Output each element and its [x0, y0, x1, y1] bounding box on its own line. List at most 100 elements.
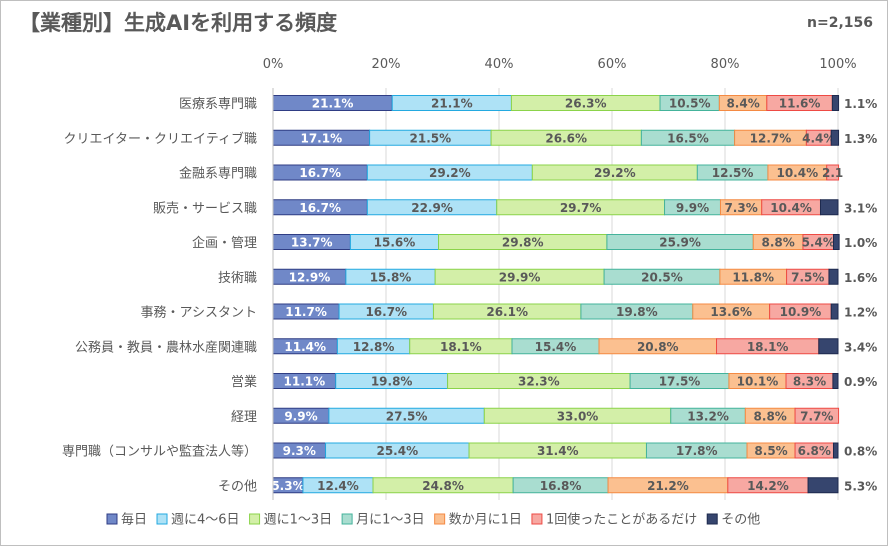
data-label: 11.6%	[779, 97, 821, 111]
data-label: 27.5%	[386, 409, 428, 423]
data-label: 29.9%	[499, 270, 541, 284]
data-label: 8.3%	[793, 375, 826, 389]
data-label: 8.8%	[761, 236, 794, 250]
bar-segment	[831, 95, 840, 111]
data-label: 11.4%	[284, 340, 326, 354]
legend-label: その他	[721, 513, 760, 528]
data-label: 15.4%	[535, 340, 577, 354]
data-label: 13.2%	[687, 409, 729, 423]
category-label: 技術職	[218, 271, 257, 286]
x-tick-label: 60%	[598, 57, 627, 72]
data-label: 2.1	[822, 166, 843, 180]
legend-label: 週に1〜3日	[264, 513, 333, 528]
legend-label: 月に1〜3日	[356, 513, 425, 528]
data-label: 18.1%	[440, 340, 482, 354]
bar-segment	[832, 373, 839, 389]
category-label: 営業	[231, 374, 257, 390]
data-label: 8.8%	[754, 409, 787, 423]
x-tick-label: 0%	[263, 57, 284, 72]
data-label: 15.6%	[374, 236, 416, 250]
bar-segment	[826, 164, 840, 181]
category-label: 販売・サービス職	[153, 200, 257, 216]
data-label: 25.4%	[376, 444, 418, 458]
legend-label: 1回使ったことがあるだけ	[546, 512, 697, 528]
data-label: 11.1%	[284, 375, 326, 389]
data-label: 13.6%	[710, 305, 752, 319]
data-label: 17.8%	[676, 444, 718, 458]
data-label: 29.2%	[594, 166, 636, 180]
x-tick-label: 40%	[485, 57, 514, 72]
data-label: 26.6%	[545, 131, 587, 145]
data-label: 16.5%	[667, 131, 709, 145]
data-label: 16.7%	[299, 166, 341, 180]
data-label: 33.0%	[557, 409, 599, 423]
data-label: 29.7%	[560, 201, 602, 215]
data-label: 16.7%	[299, 201, 341, 215]
legend-swatch	[106, 513, 118, 525]
data-label: 16.7%	[365, 305, 407, 319]
bar-segment	[832, 442, 839, 459]
bar-segment	[818, 338, 839, 355]
category-label: 経理	[231, 410, 257, 425]
data-label: 20.5%	[641, 270, 683, 284]
data-label: 1.3%	[844, 132, 877, 146]
data-label: 32.3%	[518, 375, 560, 389]
data-label: 21.5%	[410, 131, 452, 145]
data-label: 11.7%	[285, 305, 327, 319]
data-label: 21.1%	[431, 97, 473, 111]
data-label: 24.8%	[422, 479, 464, 493]
bar-segment	[794, 407, 840, 424]
data-label: 9.9%	[676, 201, 709, 215]
data-label: 0.9%	[844, 375, 877, 389]
category-label: 医療系専門職	[179, 97, 257, 112]
data-label: 18.1%	[747, 340, 789, 354]
legend-swatch	[531, 513, 543, 525]
data-label: 5.3%	[844, 479, 877, 493]
data-label: 9.9%	[284, 409, 317, 423]
category-label: 公務員・教員・農林水産関連職	[75, 339, 257, 355]
legend-swatch	[706, 513, 718, 525]
data-label: 5.3%	[271, 479, 304, 493]
data-label: 1.0%	[844, 236, 877, 250]
data-label: 19.8%	[616, 305, 658, 319]
data-label: 8.4%	[726, 97, 759, 111]
bar-segment	[830, 129, 840, 146]
data-label: 10.5%	[669, 97, 711, 111]
data-label: 20.8%	[637, 340, 679, 354]
data-label: 12.5%	[712, 166, 754, 180]
legend-swatch	[249, 513, 261, 525]
data-label: 10.1%	[737, 375, 779, 389]
legend-swatch	[434, 513, 446, 525]
data-label: 5.4%	[802, 236, 835, 250]
data-label: 7.7%	[800, 409, 833, 423]
data-label: 1.1%	[844, 97, 877, 111]
data-label: 25.9%	[659, 236, 701, 250]
category-label: 事務・アシスタント	[141, 306, 257, 321]
data-label: 7.5%	[791, 270, 824, 284]
category-label: その他	[218, 479, 257, 494]
data-label: 12.7%	[750, 131, 792, 145]
bar-segment	[819, 199, 839, 216]
data-label: 17.5%	[659, 375, 701, 389]
data-label: 29.2%	[429, 166, 471, 180]
data-label: 29.8%	[502, 236, 544, 250]
data-label: 10.4%	[770, 201, 812, 215]
data-label: 19.8%	[371, 375, 413, 389]
data-label: 6.8%	[798, 444, 831, 458]
data-label: 9.3%	[283, 444, 316, 458]
bar-segment	[830, 303, 839, 320]
data-label: 21.2%	[647, 479, 689, 493]
data-label: 1.2%	[844, 306, 877, 320]
data-label: 12.9%	[289, 270, 331, 284]
category-label: 金融系専門職	[179, 166, 257, 182]
legend-label: 数か月に1日	[449, 513, 522, 528]
legend-label: 毎日	[121, 512, 147, 528]
bar-segment	[832, 234, 840, 250]
legend-swatch	[341, 513, 353, 525]
data-label: 1.6%	[844, 271, 877, 285]
data-label: 3.1%	[844, 201, 877, 215]
data-label: 26.3%	[565, 97, 607, 111]
x-tick-label: 20%	[372, 57, 401, 72]
